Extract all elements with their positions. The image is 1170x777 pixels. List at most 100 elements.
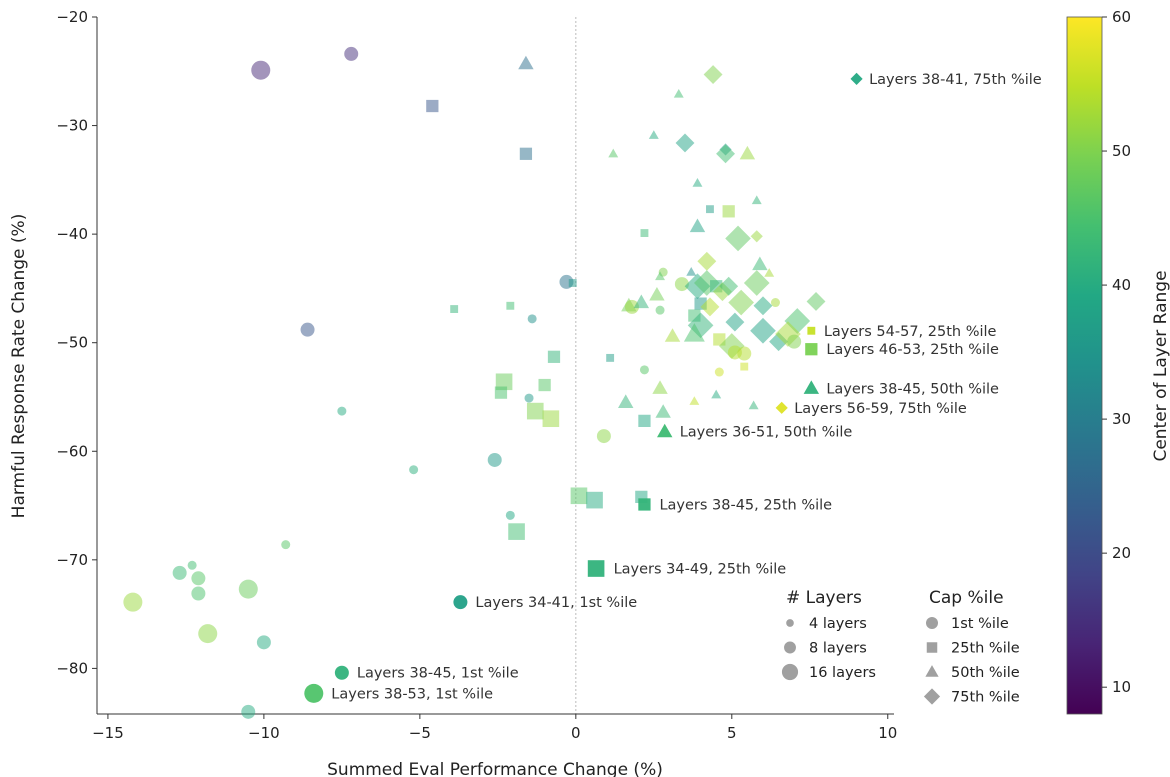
data-point [524, 393, 534, 403]
highlighted-data-point [638, 498, 651, 511]
highlighted-data-point [334, 665, 349, 680]
data-point [608, 148, 619, 158]
data-point [706, 205, 714, 214]
data-point [640, 229, 649, 237]
highlighted-data-point [453, 595, 468, 610]
data-point [719, 276, 739, 296]
data-point [655, 404, 671, 418]
axes: −15 −10 −5 0 5 10 −20−30−40−50−60−70−80 [56, 8, 897, 742]
size-legend-title: # Layers [786, 588, 862, 608]
highlighted-data-point [775, 401, 788, 414]
colorbar: 10 20 30 40 50 60 Center of Layer Range [1066, 8, 1170, 715]
data-point [251, 60, 271, 80]
data-point [687, 312, 714, 339]
data-point [686, 267, 697, 276]
size-legend-label: 16 layers [809, 665, 876, 681]
data-point [542, 410, 560, 428]
colorbar-label: Center of Layer Range [1151, 270, 1170, 461]
data-point [618, 394, 634, 408]
point-annotation: Layers 36-51, 50th %ile [680, 425, 853, 441]
data-point [238, 579, 258, 599]
data-point [697, 251, 717, 271]
data-point [508, 523, 525, 540]
data-point [750, 317, 776, 344]
data-point [700, 297, 720, 317]
shape-legend-marker [926, 642, 938, 653]
shape-legend-title: Cap %ile [929, 588, 1004, 608]
point-annotation: Layers 38-53, 1st %ile [331, 686, 493, 702]
data-point [198, 624, 218, 644]
shape-legend-marker [925, 665, 939, 677]
highlighted-data-point [304, 683, 324, 703]
data-point [409, 465, 419, 475]
data-point [300, 322, 315, 337]
data-point [770, 298, 780, 308]
shape-legend-marker [926, 617, 938, 629]
data-point [750, 230, 763, 243]
data-point [538, 378, 551, 392]
shape-legend-label: 75th %ile [951, 690, 1020, 706]
point-annotation: Layers 38-45, 1st %ile [357, 666, 519, 682]
data-point [624, 299, 639, 314]
shape-legend-label: 50th %ile [951, 665, 1020, 681]
colorbar-tick-label: 60 [1112, 8, 1131, 26]
size-legend-marker [781, 663, 799, 681]
highlighted-data-point [803, 380, 820, 394]
size-legend-marker [784, 641, 796, 654]
size-legend-marker [786, 619, 794, 627]
data-point [722, 205, 735, 218]
point-annotation: Layers 46-53, 25th %ile [826, 342, 999, 358]
data-point [241, 704, 256, 719]
y-axis-title: Harmful Response Rate Change (%) [9, 214, 29, 519]
data-point [648, 130, 659, 139]
colorbar-tick-label: 40 [1112, 276, 1131, 294]
colorbar-tick-label: 10 [1112, 678, 1131, 696]
data-point [526, 402, 544, 420]
data-point [123, 592, 143, 612]
shape-legend-label: 1st %ile [951, 616, 1009, 632]
y-tick-label: −80 [56, 659, 88, 677]
data-point [713, 333, 726, 346]
data-point [728, 289, 754, 316]
data-point [694, 270, 720, 296]
data-point [740, 362, 749, 371]
annotations: Layers 38-45, 25th %ile Layers 34-49, 25t… [331, 72, 1041, 702]
data-point [506, 301, 515, 310]
data-point [527, 314, 537, 324]
shape-legend-marker [923, 688, 941, 705]
data-point [596, 429, 611, 444]
data-point [751, 195, 762, 205]
data-point [586, 491, 603, 509]
point-annotation: Layers 54-57, 25th %ile [824, 324, 997, 340]
data-point [519, 147, 533, 160]
data-point [748, 400, 759, 410]
point-annotation: Layers 38-45, 25th %ile [659, 497, 832, 513]
data-point [703, 65, 723, 84]
data-point [187, 560, 197, 570]
data-point [337, 406, 347, 416]
data-point [518, 55, 534, 70]
data-point [568, 279, 577, 287]
data-point [692, 177, 703, 187]
y-tick-label: −60 [56, 442, 88, 460]
data-point [673, 88, 684, 98]
data-point [191, 586, 206, 601]
point-annotation: Layers 56-59, 75th %ile [794, 401, 967, 417]
data-point [753, 296, 773, 316]
data-point [426, 99, 439, 113]
highlighted-data-point [657, 423, 673, 438]
data-point [675, 133, 695, 153]
y-tick-label: −20 [56, 8, 88, 26]
data-point [638, 414, 651, 427]
shape-legend-label: 25th %ile [951, 641, 1020, 657]
x-ticks: −15 −10 −5 0 5 10 [92, 714, 897, 742]
highlighted-data-point [850, 72, 863, 85]
data-point [256, 635, 271, 650]
x-tick-label: −10 [248, 724, 280, 742]
data-point [639, 365, 649, 375]
point-annotation: Layers 34-49, 25th %ile [614, 562, 787, 578]
data-point [505, 510, 515, 520]
data-point [495, 373, 513, 391]
data-point [714, 367, 724, 377]
